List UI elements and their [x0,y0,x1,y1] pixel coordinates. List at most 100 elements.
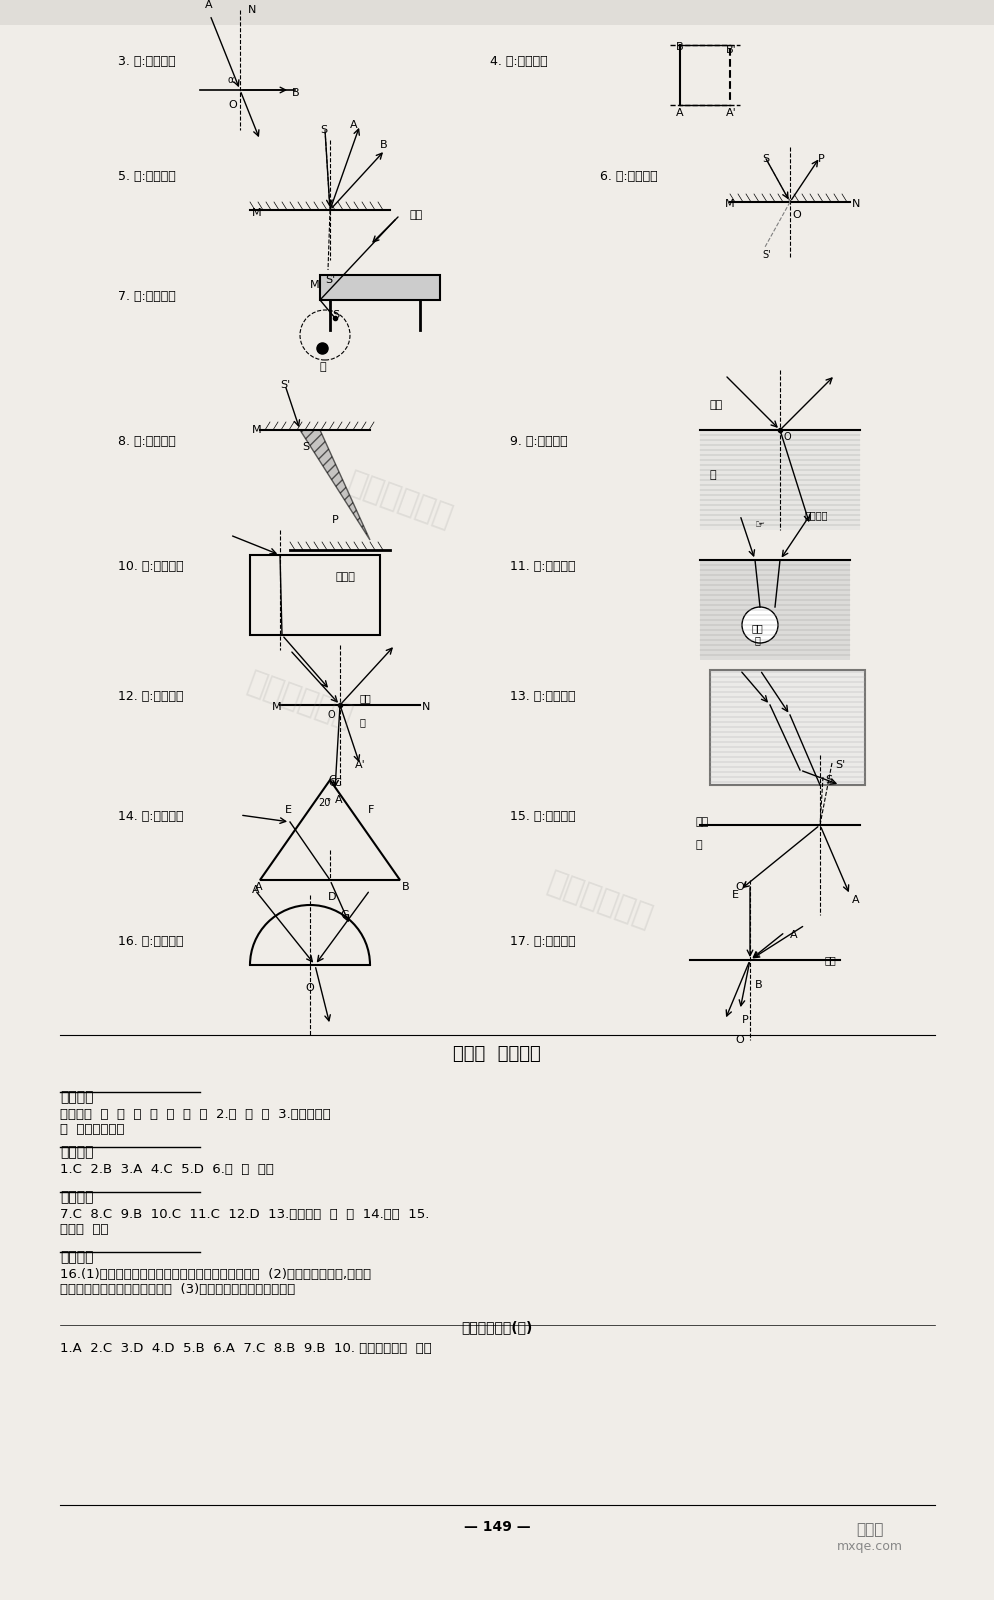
Bar [249,555,380,635]
Text: 观察: 观察 [751,622,763,634]
Text: 要点识记: 要点识记 [60,1090,93,1104]
Text: M: M [271,702,281,712]
Text: P: P [742,1014,748,1026]
Text: B: B [291,88,299,98]
Text: N: N [851,198,860,210]
Text: B: B [754,979,761,990]
Text: °: ° [326,798,330,806]
Text: O: O [782,432,790,442]
Text: 课堂训练: 课堂训练 [60,1146,93,1158]
Text: 米际飞机: 米际飞机 [804,510,828,520]
Text: A': A' [726,109,736,118]
Text: 答案圈: 答案圈 [856,1522,883,1538]
Text: 优生培养计划(三): 优生培养计划(三) [461,1320,532,1334]
Circle shape [742,606,777,643]
Text: 光的色散  红  橙  黄  绿  蓝  靛  紫  2.红  绿  蓝  3.它透过的色
光  它反射的色光: 光的色散 红 橙 黄 绿 蓝 靛 紫 2.红 绿 蓝 3.它透过的色 光 它反射… [60,1107,330,1136]
Text: G: G [340,910,348,920]
Text: 13. 解:如图所示: 13. 解:如图所示 [510,690,575,702]
Polygon shape [300,430,370,541]
Text: O: O [228,99,237,110]
Text: O: O [735,1035,743,1045]
Bar [700,560,849,659]
Text: 课后作业: 课后作业 [60,1190,93,1203]
Text: 16.(1)绿色植物喜欢红、橙、黄、蓝、靛、紫色的光  (2)红花会反射红光,它喜欢
橙、黄、绿、蓝、靛、紫色的光  (3)由它能透过的光的颜色决定: 16.(1)绿色植物喜欢红、橙、黄、蓝、靛、紫色的光 (2)红花会反射红光,它喜… [60,1267,371,1296]
Text: 球: 球 [320,362,326,371]
Text: 10. 解:如图所示: 10. 解:如图所示 [118,560,184,573]
Text: A: A [851,894,859,906]
Text: α: α [228,75,235,85]
Text: S: S [332,310,339,320]
Bar [710,670,864,786]
Text: B': B' [726,45,736,54]
Text: A: A [350,120,357,130]
Text: P: P [817,154,824,165]
Text: A: A [675,109,683,118]
Text: N: N [248,5,256,14]
Text: M: M [725,198,734,210]
Text: 水: 水 [710,470,716,480]
Text: 6. 解:如图所示: 6. 解:如图所示 [599,170,657,182]
Text: 优生培养计划: 优生培养计划 [343,467,456,533]
Text: 优生培养计划: 优生培养计划 [244,667,356,733]
Text: 第四节  光的色散: 第四节 光的色散 [452,1045,541,1062]
Text: ☞: ☞ [754,520,764,530]
Text: 人眼: 人眼 [410,210,422,219]
Text: 7.C  8.C  9.B  10.C  11.C  12.D  13.光的色散  红  绿  14.吸收  15.
漫反射  各种: 7.C 8.C 9.B 10.C 11.C 12.D 13.光的色散 红 绿 1… [60,1208,429,1235]
Text: 4. 解:如图所示: 4. 解:如图所示 [489,54,547,67]
Text: S: S [761,154,768,165]
Text: 水面: 水面 [824,955,836,965]
Text: 水: 水 [360,717,366,726]
Text: M: M [251,208,261,218]
Text: — 149 —: — 149 — [463,1520,530,1534]
Text: 能力拓展: 能力拓展 [60,1250,93,1264]
Text: 7. 解:如图所示: 7. 解:如图所示 [118,290,176,302]
Text: 水: 水 [694,840,701,850]
Text: 玻璃砖: 玻璃砖 [335,573,355,582]
Text: A: A [205,0,213,10]
Text: 优生培养计划: 优生培养计划 [543,867,656,933]
Text: 20: 20 [318,798,330,808]
Text: S: S [320,125,327,134]
Text: O: O [305,982,313,994]
Bar [700,430,859,530]
Text: E: E [284,805,291,814]
Text: 15. 解:如图所示: 15. 解:如图所示 [510,810,576,822]
Text: S: S [302,442,309,451]
Text: 9. 解:如图所示: 9. 解:如图所示 [510,435,567,448]
Text: A: A [335,795,342,805]
Text: M: M [251,426,261,435]
Text: P: P [332,515,338,525]
Text: E: E [732,890,739,899]
Text: 口: 口 [754,635,760,645]
Text: 16. 解:如图所示: 16. 解:如图所示 [118,934,183,947]
Text: C: C [328,778,335,787]
Text: B: B [675,42,683,51]
Text: O: O [791,210,800,219]
Text: 11. 解:如图所示: 11. 解:如图所示 [510,560,575,573]
Text: 空气: 空气 [360,693,372,702]
Text: A': A' [355,760,366,770]
Bar [320,275,439,301]
Text: O: O [328,710,335,720]
Text: B: B [380,141,388,150]
Text: B: B [402,882,410,893]
Text: 5. 解:如图所示: 5. 解:如图所示 [118,170,176,182]
Text: 3. 解:如图所示: 3. 解:如图所示 [118,54,176,67]
Text: O': O' [735,882,746,893]
Text: 8. 解:如图所示: 8. 解:如图所示 [118,435,176,448]
Text: 14. 解:如图所示: 14. 解:如图所示 [118,810,183,822]
Text: F: F [368,805,374,814]
Text: 17. 解:如图所示: 17. 解:如图所示 [510,934,576,947]
Text: C: C [328,774,335,786]
Text: S': S' [279,379,290,390]
Text: S': S' [325,275,335,285]
Text: 空气: 空气 [694,818,708,827]
Text: S': S' [834,760,844,770]
Text: D: D [328,893,336,902]
Text: A: A [254,882,262,893]
Text: S': S' [761,250,769,259]
Text: S: S [824,774,831,786]
Text: mxqe.com: mxqe.com [836,1539,903,1554]
Text: N: N [421,702,430,712]
Text: C: C [333,778,340,787]
